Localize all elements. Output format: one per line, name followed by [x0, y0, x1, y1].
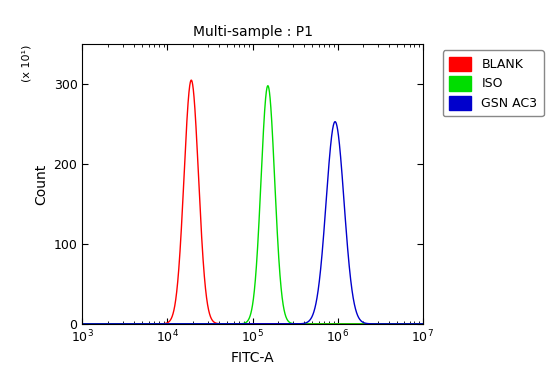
X-axis label: FITC-A: FITC-A — [231, 351, 274, 365]
Legend: BLANK, ISO, GSN AC3: BLANK, ISO, GSN AC3 — [442, 50, 544, 116]
Title: Multi-sample : P1: Multi-sample : P1 — [193, 25, 312, 39]
Text: (x 10¹): (x 10¹) — [21, 44, 31, 82]
Y-axis label: Count: Count — [34, 163, 48, 205]
